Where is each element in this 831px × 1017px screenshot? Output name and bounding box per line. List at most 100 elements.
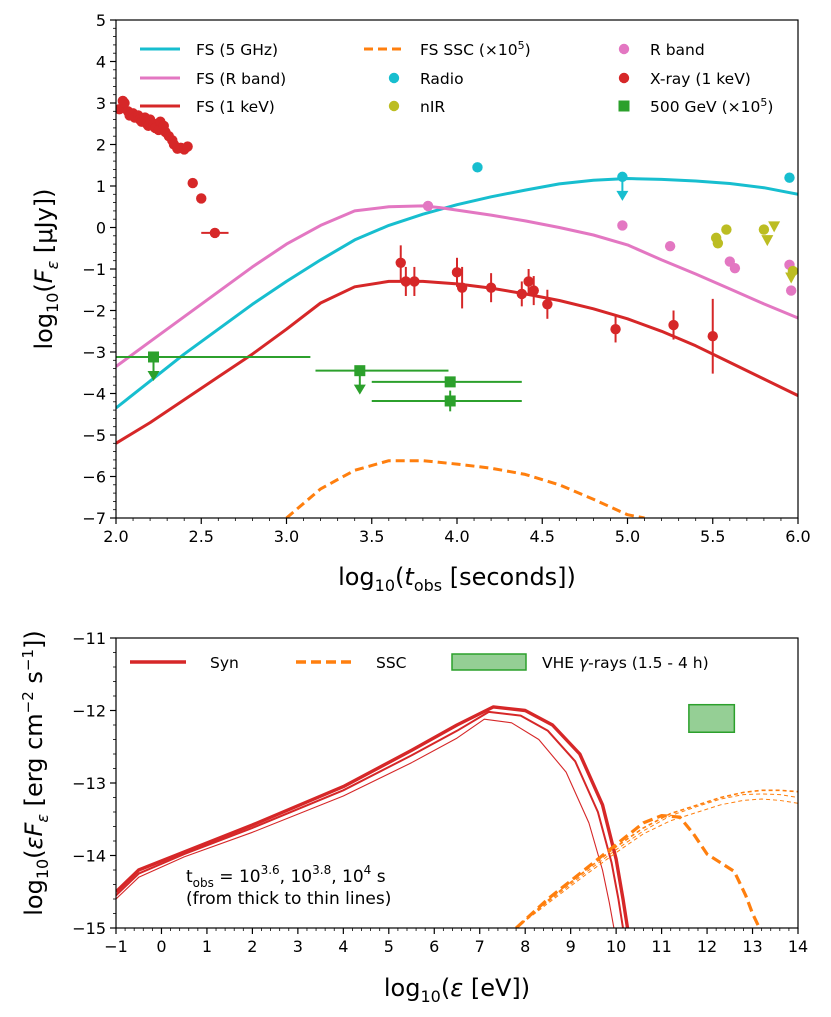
y-tick-label: −13	[72, 774, 106, 793]
syn-line-0	[116, 705, 630, 928]
xray-point	[119, 97, 130, 109]
x-tick-label: 11	[651, 937, 671, 956]
xray-point	[516, 288, 527, 300]
legend-swatch	[618, 72, 630, 84]
x-tick-label: 5	[384, 937, 394, 956]
series-line-0	[116, 177, 798, 410]
legend-label: R band	[650, 41, 705, 59]
y-tick-label: 2	[96, 136, 106, 155]
y-axis-label: log10(Fε [μJy])	[30, 188, 62, 349]
gev-upper-limit-head	[147, 370, 160, 381]
legend-label: nIR	[420, 98, 445, 116]
gev-point	[444, 376, 456, 388]
legend-label: VHE γ-rays (1.5 - 4 h)	[542, 654, 709, 672]
x-tick-label: −1	[104, 937, 128, 956]
y-tick-label: −1	[82, 260, 106, 279]
x-tick-label: 5.5	[700, 527, 725, 546]
series-line-2	[116, 279, 798, 445]
legend-swatch	[388, 100, 400, 112]
nir-point	[787, 265, 798, 277]
y-tick-label: −4	[82, 385, 106, 404]
annotation-times: tobs = 103.6, 103.8, 104 s	[186, 863, 386, 890]
x-tick-label: 12	[697, 937, 717, 956]
xray-point	[707, 331, 718, 342]
ssc-line-0	[515, 813, 761, 928]
legend-entry: FS SSC (×105)	[364, 39, 531, 59]
series-line-1	[116, 204, 798, 368]
y-tick-label: −3	[82, 343, 106, 362]
x-tick-label: 14	[788, 937, 808, 956]
ssc-line-1	[515, 789, 798, 928]
xray-point	[187, 177, 198, 189]
rband-point	[729, 262, 741, 274]
y-tick-label: −6	[82, 468, 106, 487]
legend-label: Radio	[420, 70, 464, 88]
x-tick-label: 13	[742, 937, 762, 956]
rband-point	[617, 220, 628, 231]
x-tick-label: 9	[566, 937, 576, 956]
xray-point	[523, 276, 534, 287]
legend-entry: 500 GeV (×105)	[618, 96, 773, 116]
x-tick-label: 0	[156, 937, 166, 956]
y-tick-label: 1	[96, 177, 106, 196]
x-axis-label: log10(tobs [seconds])	[338, 563, 576, 595]
radio-point	[784, 172, 795, 183]
y-tick-label: −5	[82, 426, 106, 445]
x-tick-label: 2	[247, 937, 257, 956]
syn-line-1	[116, 710, 624, 928]
nir-point	[721, 224, 732, 235]
legend-label: Syn	[210, 654, 239, 672]
series-line-3	[285, 459, 645, 518]
legend-swatch	[388, 72, 400, 84]
legend-entry: X-ray (1 keV)	[618, 70, 751, 88]
legend-entry: FS (1 keV)	[140, 98, 275, 116]
radio-upper-limit-head	[616, 190, 629, 201]
legend-entry: nIR	[388, 98, 445, 116]
rband-point	[785, 285, 797, 296]
ssc-line-3	[515, 798, 798, 928]
x-tick-label: 5.0	[615, 527, 640, 546]
xray-point	[400, 276, 412, 287]
y-tick-label: −11	[72, 629, 106, 648]
xray-point	[409, 276, 420, 287]
legend-entry: VHE γ-rays (1.5 - 4 h)	[451, 653, 709, 672]
y-axis-label: log10(εFε [erg cm−2 s−1])	[19, 630, 52, 916]
y-tick-label: −12	[72, 702, 106, 721]
y-tick-label: −15	[72, 919, 106, 938]
legend-entry: Syn	[130, 654, 239, 672]
nir-point	[712, 238, 724, 249]
x-tick-label: 1	[202, 937, 212, 956]
legend-label: FS (R band)	[196, 70, 286, 88]
xray-point	[182, 141, 193, 152]
y-tick-label: 4	[96, 53, 106, 72]
nir-upper-limit	[761, 235, 774, 247]
legend-top: FS (5 GHz) FS (R band) FS (1 keV) FS SSC (×…	[140, 39, 773, 116]
legend-swatch	[618, 43, 630, 55]
x-tick-label: 3	[293, 937, 303, 956]
x-tick-label: 8	[520, 937, 530, 956]
plot-area	[116, 703, 798, 928]
annotation-note: (from thick to thin lines)	[186, 889, 391, 909]
x-axis-label: log10(ε [eV])	[384, 974, 530, 1006]
y-tick-label: 3	[96, 94, 106, 113]
x-tick-label: 3.0	[274, 527, 299, 546]
x-tick-label: 10	[606, 937, 626, 956]
y-tick-label: −7	[82, 509, 106, 528]
xray-point	[209, 227, 221, 239]
legend-label: FS (1 keV)	[196, 98, 275, 116]
x-tick-label: 2.0	[103, 527, 128, 546]
xray-point	[668, 319, 679, 331]
x-tick-label: 6.0	[785, 527, 810, 546]
xray-point	[528, 285, 539, 296]
legend-entry: Radio	[388, 70, 464, 88]
gev-point	[354, 365, 366, 377]
radio-point	[617, 171, 628, 183]
rband-point	[422, 200, 434, 212]
x-tick-label: 4.0	[444, 527, 469, 546]
gev-point	[148, 351, 160, 363]
y-tick-label: 5	[96, 11, 106, 30]
xray-point	[485, 282, 497, 293]
xray-point	[456, 282, 468, 293]
gev-upper-limit-head	[353, 384, 366, 395]
